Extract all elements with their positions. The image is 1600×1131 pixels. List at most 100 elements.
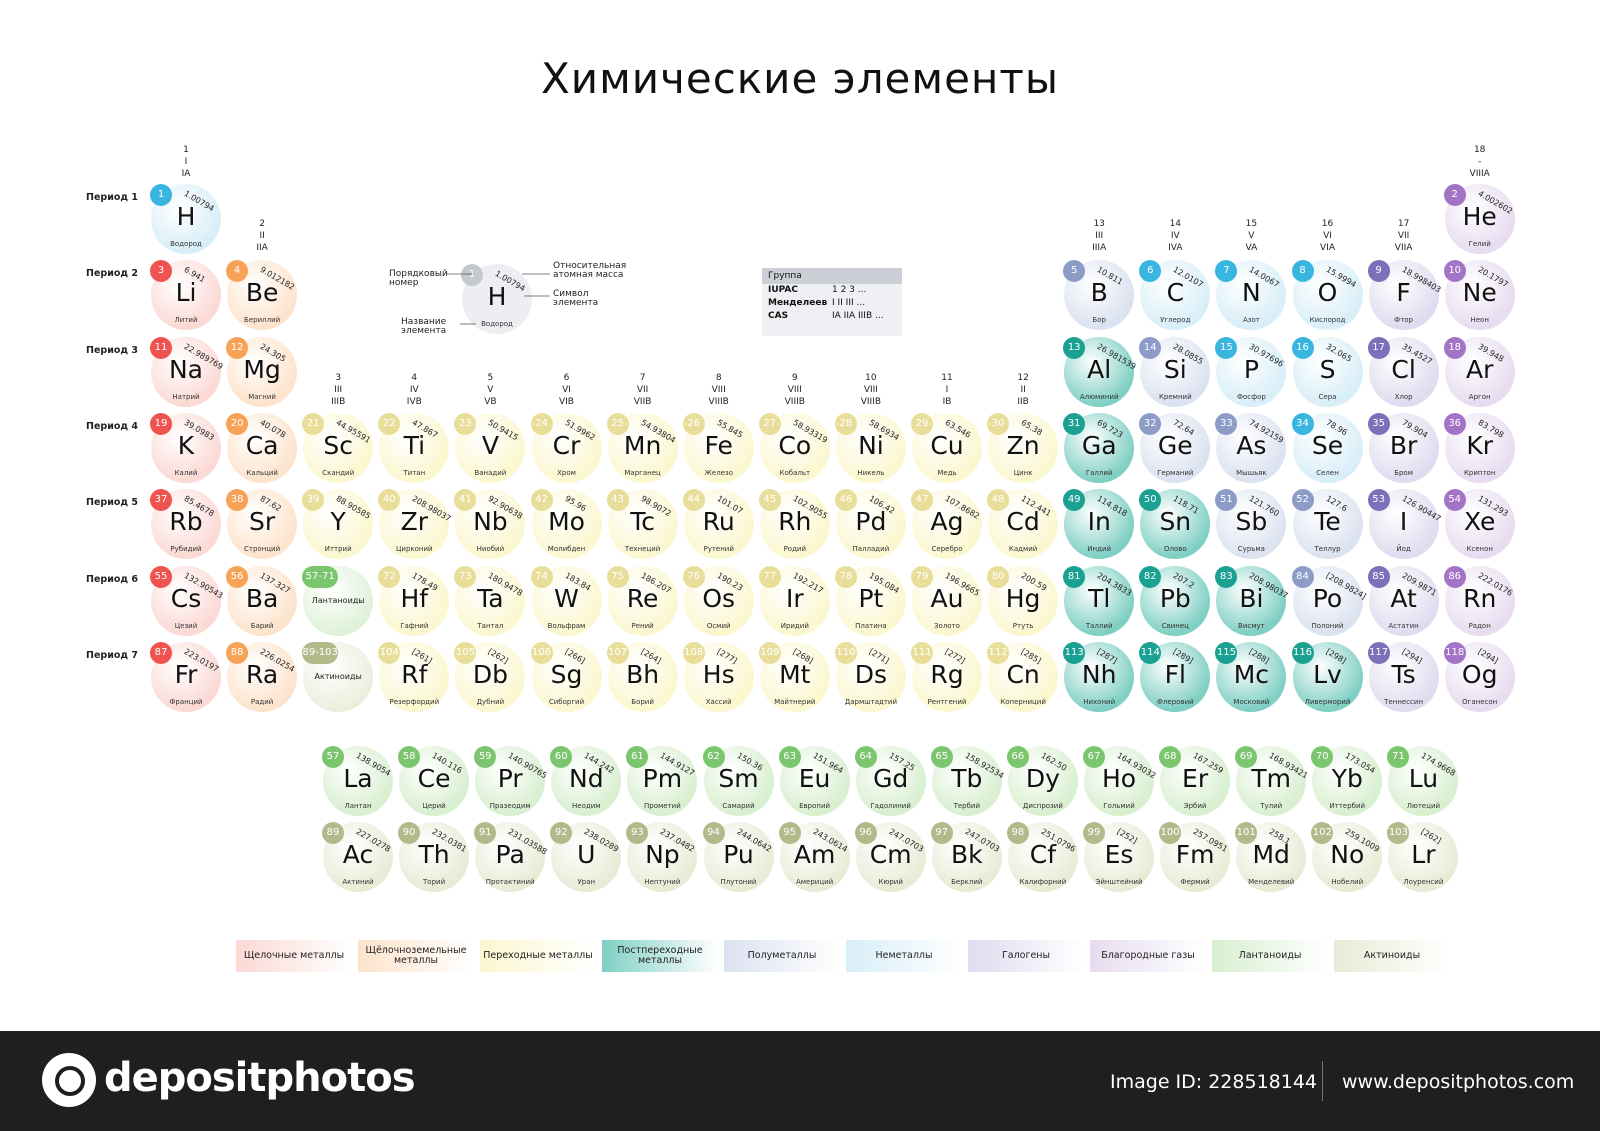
element-cell-zn[interactable]: 30 Zn 65.38 Цинк bbox=[987, 412, 1059, 483]
element-cell-er[interactable]: 68 Er 167.259 Эрбий bbox=[1159, 746, 1231, 816]
element-cell-ti[interactable]: 22 Ti 47.867 Титан bbox=[378, 412, 450, 483]
element-cell-cd[interactable]: 48 Cd 112.441 Кадмий bbox=[987, 489, 1059, 560]
element-cell-i[interactable]: 53 I 126.90447 Йод bbox=[1367, 489, 1442, 560]
element-cell-rf[interactable]: 104 Rf [261] Резерфордий bbox=[378, 641, 450, 712]
element-cell-c[interactable]: 6 C 12.0107 Углерод bbox=[1139, 260, 1211, 331]
element-cell-pa[interactable]: 91 Pa 231.03588 Протактиний bbox=[474, 822, 549, 892]
element-cell-cs[interactable]: 55 Cs 132.90543 Цезий bbox=[150, 565, 224, 636]
element-cell-s[interactable]: 16 S 32.065 Сера bbox=[1291, 336, 1363, 407]
element-cell-bh[interactable]: 107 Bh [264] Борий bbox=[606, 641, 678, 712]
element-cell-as[interactable]: 33 As 74.92159 Мышьяк bbox=[1215, 412, 1287, 483]
element-cell-ds[interactable]: 110 Ds [271] Дармштадтий bbox=[834, 641, 906, 712]
element-cell-sn[interactable]: 50 Sn 118.71 Олово bbox=[1139, 489, 1211, 560]
element-cell-rh[interactable]: 45 Rh 102.9055 Родий bbox=[758, 489, 830, 560]
element-cell-bi[interactable]: 83 Bi 208.98037 Висмут bbox=[1215, 565, 1290, 636]
element-cell-po[interactable]: 84 Po [208.9824] Полоний bbox=[1291, 565, 1367, 636]
element-cell-lr[interactable]: 103 Lr [262] Лоуренсий bbox=[1387, 822, 1459, 892]
element-cell-ta[interactable]: 73 Ta 180.9478 Тантал bbox=[454, 565, 526, 636]
element-cell-th[interactable]: 90 Th 232.0381 Торий bbox=[398, 822, 470, 892]
element-cell-ce[interactable]: 58 Ce 140.116 Церий bbox=[398, 746, 470, 816]
element-cell-ts[interactable]: 117 Ts [294] Теннессин bbox=[1367, 641, 1439, 712]
element-cell-md[interactable]: 101 Md 258.1 Менделевий bbox=[1235, 822, 1307, 892]
element-cell-au[interactable]: 79 Au 196.9665 Золото bbox=[911, 565, 982, 636]
element-cell-pr[interactable]: 59 Pr 140.90765 Празеодим bbox=[474, 746, 549, 816]
element-cell-nd[interactable]: 60 Nd 144.242 Неодим bbox=[550, 746, 622, 816]
element-cell-ac[interactable]: 89 Ac 227.0278 Актиний bbox=[322, 822, 393, 892]
element-cell-xe[interactable]: 54 Xe 131.293 Ксенон bbox=[1443, 489, 1515, 560]
element-cell-sg[interactable]: 106 Sg [266] Сиборгий bbox=[530, 641, 602, 712]
element-cell-u[interactable]: 92 U 238.0289 Уран bbox=[550, 822, 622, 892]
element-cell-in[interactable]: 49 In 114.818 Индий bbox=[1063, 489, 1135, 560]
element-cell-o[interactable]: 8 O 15.9994 Кислород bbox=[1291, 260, 1363, 331]
element-cell-co[interactable]: 27 Co 58.93319 Кобальт bbox=[758, 412, 830, 483]
series-placeholder-act[interactable]: 89-103 Актиноиды bbox=[302, 641, 374, 712]
element-cell-ar[interactable]: 18 Ar 39.948 Аргон bbox=[1443, 336, 1515, 407]
element-cell-li[interactable]: 3 Li 6.941 Литий bbox=[150, 260, 221, 331]
element-cell-lu[interactable]: 71 Lu 174.9668 Лютеций bbox=[1387, 746, 1459, 816]
element-cell-f[interactable]: 9 F 18.998403 Фтор bbox=[1367, 260, 1442, 331]
element-cell-si[interactable]: 14 Si 28.0855 Кремний bbox=[1139, 336, 1211, 407]
element-cell-he[interactable]: 2 He 4.002602 Гелий bbox=[1443, 184, 1515, 254]
element-cell-fe[interactable]: 26 Fe 55.845 Железо bbox=[682, 412, 754, 483]
element-cell-am[interactable]: 95 Am 243.0614 Америций bbox=[778, 822, 850, 892]
element-cell-ag[interactable]: 47 Ag 107.8682 Серебро bbox=[911, 489, 982, 560]
element-cell-fm[interactable]: 100 Fm 257.0951 Фермий bbox=[1159, 822, 1231, 892]
element-cell-b[interactable]: 5 B 10.811 Бор bbox=[1063, 260, 1135, 331]
element-cell-bk[interactable]: 97 Bk 247.0703 Берклий bbox=[930, 822, 1002, 892]
element-cell-tm[interactable]: 69 Tm 168.93421 Тулий bbox=[1235, 746, 1310, 816]
element-cell-os[interactable]: 76 Os 190.23 Осмий bbox=[682, 565, 754, 636]
element-cell-ra[interactable]: 88 Ra 226.0254 Радий bbox=[226, 641, 298, 712]
element-cell-tb[interactable]: 65 Tb 158.92534 Тербий bbox=[930, 746, 1005, 816]
element-cell-cl[interactable]: 17 Cl 35.4527 Хлор bbox=[1367, 336, 1439, 407]
element-cell-ir[interactable]: 77 Ir 192.217 Иридий bbox=[758, 565, 830, 636]
element-cell-pt[interactable]: 78 Pt 195.084 Платина bbox=[834, 565, 906, 636]
element-cell-yb[interactable]: 70 Yb 173.054 Иттербий bbox=[1311, 746, 1383, 816]
element-cell-cn[interactable]: 112 Cn [285] Коперниций bbox=[987, 641, 1059, 712]
element-cell-fl[interactable]: 114 Fl [289] Флеровий bbox=[1139, 641, 1211, 712]
element-cell-sb[interactable]: 51 Sb 121.760 Сурьма bbox=[1215, 489, 1287, 560]
element-cell-hg[interactable]: 80 Hg 200.59 Ртуть bbox=[987, 565, 1059, 636]
element-cell-v[interactable]: 23 V 50.9415 Ванадий bbox=[454, 412, 526, 483]
element-cell-kr[interactable]: 36 Kr 83.798 Криптон bbox=[1443, 412, 1515, 483]
element-cell-lv[interactable]: 116 Lv [298] Ливерморий bbox=[1291, 641, 1363, 712]
element-cell-pd[interactable]: 46 Pd 106.42 Палладий bbox=[834, 489, 906, 560]
element-cell-ba[interactable]: 56 Ba 137.327 Барий bbox=[226, 565, 298, 636]
element-cell-rn[interactable]: 86 Rn 222.0176 Радон bbox=[1443, 565, 1515, 636]
element-cell-gd[interactable]: 64 Gd 157.25 Гадолиний bbox=[854, 746, 926, 816]
element-cell-la[interactable]: 57 La 138.9054 Лантан bbox=[322, 746, 393, 816]
element-cell-mg[interactable]: 12 Mg 24.305 Магний bbox=[226, 336, 298, 407]
element-cell-pu[interactable]: 94 Pu 244.0642 Плутоний bbox=[702, 822, 774, 892]
element-cell-cu[interactable]: 29 Cu 63.546 Медь bbox=[911, 412, 982, 483]
element-cell-te[interactable]: 52 Te 127.6 Теллур bbox=[1291, 489, 1363, 560]
element-cell-be[interactable]: 4 Be 9.012182 Бериллий bbox=[226, 260, 298, 331]
series-placeholder-lan[interactable]: 57-71 Лантаноиды bbox=[302, 565, 374, 636]
element-cell-mt[interactable]: 109 Mt [268] Майтнерий bbox=[758, 641, 830, 712]
element-cell-br[interactable]: 35 Br 79.904 Бром bbox=[1367, 412, 1439, 483]
element-cell-ca[interactable]: 20 Ca 40.078 Кальций bbox=[226, 412, 298, 483]
element-cell-sm[interactable]: 62 Sm 150.36 Самарий bbox=[702, 746, 774, 816]
element-cell-mo[interactable]: 42 Mo 95.96 Молибден bbox=[530, 489, 602, 560]
element-cell-no[interactable]: 102 No 259.1009 Нобелий bbox=[1311, 822, 1383, 892]
element-cell-na[interactable]: 11 Na 22.989769 Натрий bbox=[150, 336, 224, 407]
element-cell-db[interactable]: 105 Db [262] Дубний bbox=[454, 641, 526, 712]
element-cell-pm[interactable]: 61 Pm 144.9127 Прометий bbox=[626, 746, 698, 816]
element-cell-k[interactable]: 19 K 39.0983 Калий bbox=[150, 412, 221, 483]
element-cell-nh[interactable]: 113 Nh [287] Нихоний bbox=[1063, 641, 1135, 712]
element-cell-y[interactable]: 39 Y 88.90585 Иттрий bbox=[302, 489, 374, 560]
element-cell-dy[interactable]: 66 Dy 162.50 Диспрозий bbox=[1006, 746, 1078, 816]
element-cell-ho[interactable]: 67 Ho 164.93032 Гольмий bbox=[1083, 746, 1157, 816]
element-cell-es[interactable]: 99 Es [252] Эйнштейний bbox=[1083, 822, 1154, 892]
element-cell-eu[interactable]: 63 Eu 151.964 Европий bbox=[778, 746, 850, 816]
element-cell-np[interactable]: 93 Np 237.0482 Нептуний bbox=[626, 822, 698, 892]
element-cell-cm[interactable]: 96 Cm 247.0703 Кюрий bbox=[854, 822, 926, 892]
element-cell-p[interactable]: 15 P 30.97696 Фосфор bbox=[1215, 336, 1287, 407]
element-cell-cr[interactable]: 24 Cr 51.9962 Хром bbox=[530, 412, 602, 483]
element-cell-re[interactable]: 75 Re 186.207 Рений bbox=[606, 565, 678, 636]
element-cell-al[interactable]: 13 Al 26.981539 Алюминий bbox=[1063, 336, 1138, 407]
element-cell-h[interactable]: 1 H 1.00794 Водород bbox=[150, 184, 221, 254]
element-cell-hf[interactable]: 72 Hf 178.49 Гафний bbox=[378, 565, 450, 636]
element-cell-tc[interactable]: 43 Tc 98.9072 Технеций bbox=[606, 489, 678, 560]
element-cell-ga[interactable]: 31 Ga 69.723 Галлий bbox=[1063, 412, 1135, 483]
element-cell-fr[interactable]: 87 Fr 223.0197 Франций bbox=[150, 641, 221, 712]
element-cell-og[interactable]: 118 Og [294] Оганесон bbox=[1443, 641, 1515, 712]
